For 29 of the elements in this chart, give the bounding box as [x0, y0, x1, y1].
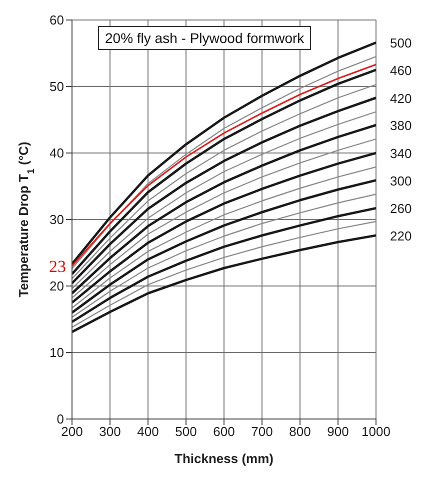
y-tick-label: 40 — [50, 146, 64, 161]
x-tick-label: 700 — [251, 424, 273, 440]
y-tick-label: 20 — [50, 278, 64, 294]
x-tick-label: 800 — [289, 424, 311, 440]
x-tick-label: 1000 — [362, 424, 390, 440]
annotation: 23 — [49, 257, 66, 276]
y-tick-label: 0 — [56, 412, 64, 427]
y-tick-label: 60 — [50, 12, 64, 28]
x-tick-label: 900 — [327, 424, 349, 440]
x-tick-label: 400 — [137, 424, 159, 440]
x-tick-label: 600 — [213, 424, 235, 440]
x-tick-label: 200 — [61, 424, 83, 440]
x-tick-label: 500 — [175, 424, 197, 440]
series-label: 260 — [390, 201, 412, 216]
series-label: 460 — [390, 62, 412, 78]
series-label: 500 — [390, 36, 412, 51]
y-tick-label: 10 — [50, 345, 64, 360]
y-tick-label: 50 — [50, 79, 64, 94]
x-tick-label: 300 — [99, 424, 121, 440]
y-tick-label: 30 — [50, 212, 64, 228]
line-series — [72, 220, 376, 328]
x-axis-title: Thickness (mm) — [174, 451, 274, 466]
series-label: 340 — [390, 146, 412, 161]
series-label: 380 — [390, 118, 412, 134]
series-label: 420 — [390, 90, 412, 106]
series-label: 300 — [390, 173, 412, 188]
series-label: 220 — [390, 228, 412, 244]
annotation: 20% fly ash - Plywood formwork — [98, 26, 312, 50]
line-series — [72, 234, 376, 334]
